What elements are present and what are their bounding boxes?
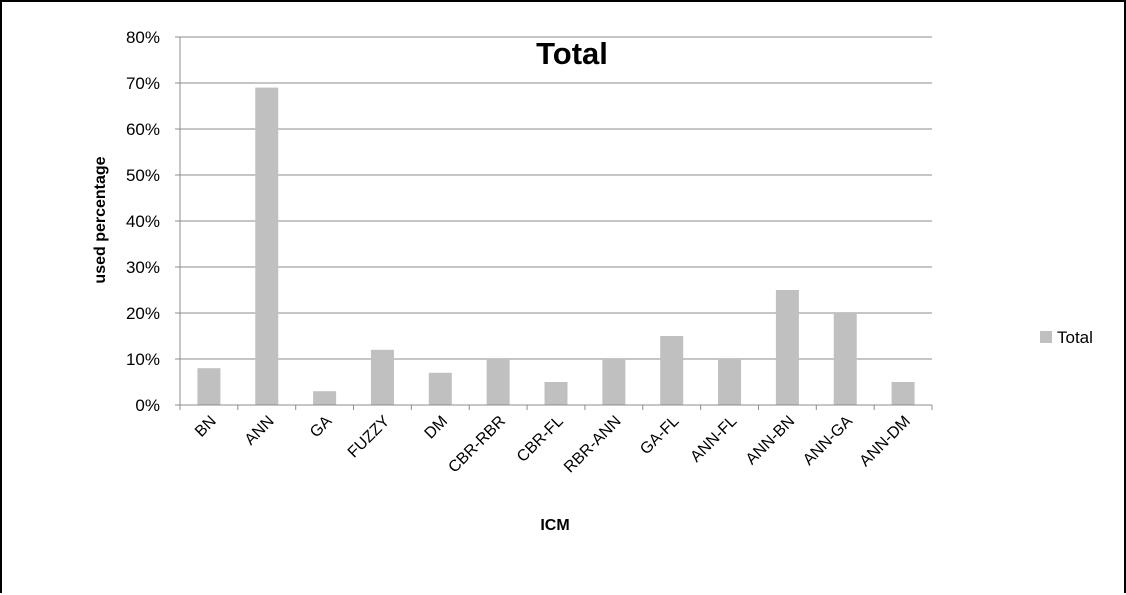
bar-rbr-ann xyxy=(602,359,626,405)
y-tick-label: 20% xyxy=(126,304,160,323)
x-tick-label: GA xyxy=(307,413,336,442)
x-tick-label: DM xyxy=(422,413,452,443)
x-axis-label: ICM xyxy=(540,517,569,534)
y-tick-label: 80% xyxy=(126,28,160,47)
bars xyxy=(197,87,915,405)
bar-ann-bn xyxy=(775,290,799,405)
bar-ann xyxy=(255,87,279,405)
bar-ann-dm xyxy=(891,382,915,405)
x-tick-label: ANN xyxy=(242,413,278,449)
bar-dm xyxy=(428,372,452,405)
x-tick-label: CBR-FL xyxy=(514,413,567,466)
x-tick-label: BN xyxy=(192,413,220,441)
bar-ga-fl xyxy=(660,336,684,405)
bar-cbr-rbr xyxy=(486,359,510,405)
x-tick-label: ANN-GA xyxy=(800,413,856,469)
y-tick-label: 10% xyxy=(126,350,160,369)
bar-ann-ga xyxy=(833,313,857,405)
bar-ann-fl xyxy=(718,359,742,405)
y-tick-label: 0% xyxy=(135,396,160,415)
x-tick-label: RBR-ANN xyxy=(561,413,625,477)
x-tick-label: CBR-RBR xyxy=(445,413,509,477)
x-tick-label: FUZZY xyxy=(345,413,394,462)
axes xyxy=(175,36,933,410)
x-tick-label: ANN-DM xyxy=(857,413,914,470)
y-tick-label: 30% xyxy=(126,258,160,277)
legend-label: Total xyxy=(1057,328,1093,347)
x-tick-label: ANN-FL xyxy=(687,413,740,466)
y-tick-label: 40% xyxy=(126,212,160,231)
x-tick-label: ANN-BN xyxy=(743,413,798,468)
grid-lines xyxy=(180,36,932,360)
legend: Total xyxy=(1040,328,1093,347)
chart-title: Total xyxy=(536,36,608,71)
bar-ga xyxy=(313,391,337,405)
bar-fuzzy xyxy=(370,349,394,405)
legend-swatch xyxy=(1040,331,1052,343)
x-tick-label: GA-FL xyxy=(637,413,682,458)
y-tick-labels: 0% 10% 20% 30% 40% 50% 60% 70% 80% xyxy=(126,28,160,415)
bar-bn xyxy=(197,368,221,405)
y-axis-label: used percentage xyxy=(92,156,109,283)
bar-cbr-fl xyxy=(544,382,568,405)
y-tick-label: 50% xyxy=(126,166,160,185)
y-tick-label: 60% xyxy=(126,120,160,139)
y-tick-label: 70% xyxy=(126,74,160,93)
